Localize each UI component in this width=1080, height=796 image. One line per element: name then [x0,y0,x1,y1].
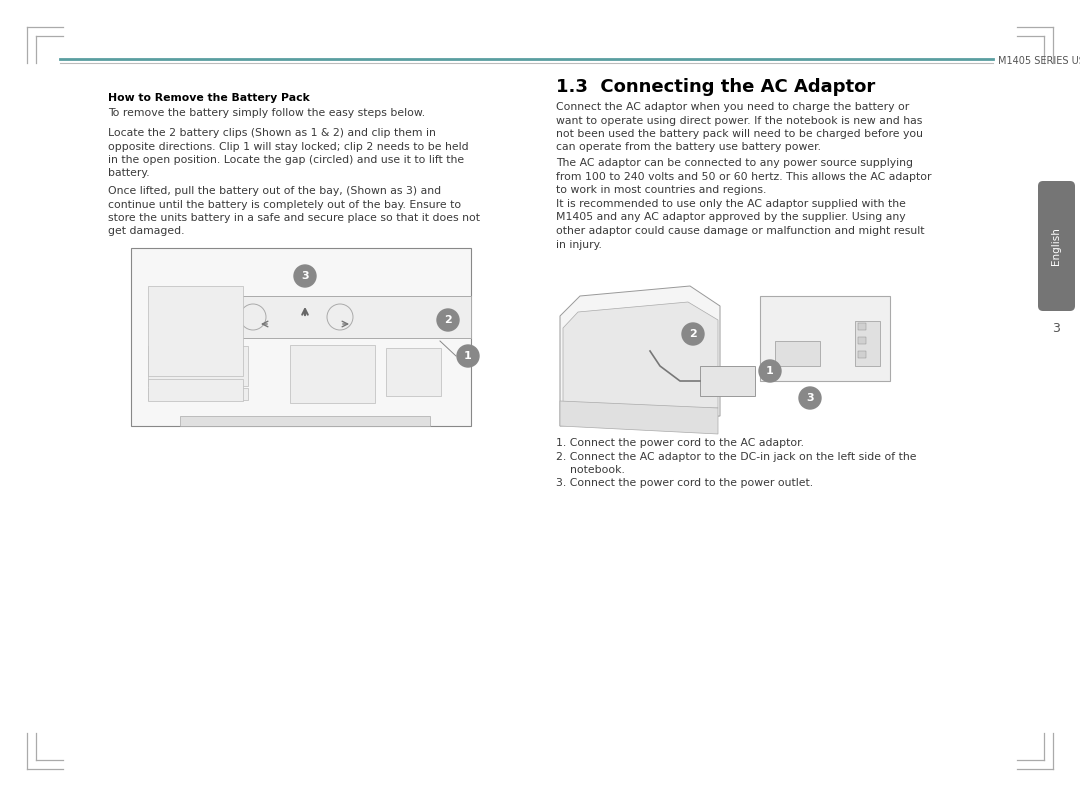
Text: in injury.: in injury. [556,240,602,249]
Text: store the units battery in a safe and secure place so that it does not: store the units battery in a safe and se… [108,213,480,223]
Text: 3: 3 [806,393,814,403]
Bar [131,248,471,426]
Bar [148,346,248,386]
Circle shape [759,360,781,382]
Circle shape [457,345,480,367]
Text: 3. Connect the power cord to the power outlet.: 3. Connect the power cord to the power o… [556,478,813,489]
Circle shape [437,309,459,331]
Bar [760,296,890,381]
Text: other adaptor could cause damage or malfunction and might result: other adaptor could cause damage or malf… [556,226,924,236]
Bar [198,296,471,338]
Circle shape [681,323,704,345]
Circle shape [799,387,821,409]
Bar [858,323,866,330]
Text: notebook.: notebook. [556,465,625,475]
Text: M1405 and any AC adaptor approved by the supplier. Using any: M1405 and any AC adaptor approved by the… [556,213,906,223]
Bar [855,321,880,366]
Polygon shape [561,286,720,426]
Text: 1: 1 [766,366,774,376]
Bar [386,348,441,396]
Text: To remove the battery simply follow the easy steps below.: To remove the battery simply follow the … [108,108,426,118]
Text: English: English [1051,227,1061,265]
Bar [700,366,755,396]
Text: 1. Connect the power cord to the AC adaptor.: 1. Connect the power cord to the AC adap… [556,438,804,448]
Text: The AC adaptor can be connected to any power source supplying: The AC adaptor can be connected to any p… [556,158,913,168]
Polygon shape [561,401,718,434]
Polygon shape [563,302,718,411]
Text: not been used the battery pack will need to be charged before you: not been used the battery pack will need… [556,129,923,139]
Text: opposite directions. Clip 1 will stay locked; clip 2 needs to be held: opposite directions. Clip 1 will stay lo… [108,142,469,151]
Bar [858,337,866,344]
Text: 1: 1 [464,351,472,361]
Text: M1405 SERIES USER’S MANUAL: M1405 SERIES USER’S MANUAL [998,56,1080,66]
Text: 1.3  Connecting the AC Adaptor: 1.3 Connecting the AC Adaptor [556,78,875,96]
Bar [148,379,243,401]
Bar [234,248,402,303]
Bar [775,341,820,366]
Text: battery.: battery. [108,169,150,178]
Bar [148,388,248,400]
Text: 3: 3 [301,271,309,281]
Bar [291,345,375,403]
Text: to work in most countries and regions.: to work in most countries and regions. [556,185,767,195]
Text: get damaged.: get damaged. [108,227,185,236]
Circle shape [294,265,316,287]
FancyBboxPatch shape [1038,181,1075,311]
Text: from 100 to 240 volts and 50 or 60 hertz. This allows the AC adaptor: from 100 to 240 volts and 50 or 60 hertz… [556,171,931,181]
Bar [394,251,401,258]
Text: Connect the AC adaptor when you need to charge the battery or: Connect the AC adaptor when you need to … [556,102,909,112]
Bar [858,351,866,358]
Text: in the open position. Locate the gap (circled) and use it to lift the: in the open position. Locate the gap (ci… [108,155,464,165]
Text: Locate the 2 battery clips (Shown as 1 & 2) and clip them in: Locate the 2 battery clips (Shown as 1 &… [108,128,436,138]
Text: 2: 2 [689,329,697,339]
Text: continue until the battery is completely out of the bay. Ensure to: continue until the battery is completely… [108,200,461,209]
Bar [148,286,243,376]
Text: can operate from the battery use battery power.: can operate from the battery use battery… [556,142,821,153]
Text: It is recommended to use only the AC adaptor supplied with the: It is recommended to use only the AC ada… [556,199,906,209]
Text: 2: 2 [444,315,451,325]
Text: How to Remove the Battery Pack: How to Remove the Battery Pack [108,93,310,103]
Text: 2. Connect the AC adaptor to the DC-in jack on the left side of the: 2. Connect the AC adaptor to the DC-in j… [556,451,917,462]
Text: 3: 3 [1052,322,1059,334]
Bar [180,416,430,426]
Text: Once lifted, pull the battery out of the bay, (Shown as 3) and: Once lifted, pull the battery out of the… [108,186,441,196]
Text: want to operate using direct power. If the notebook is new and has: want to operate using direct power. If t… [556,115,922,126]
